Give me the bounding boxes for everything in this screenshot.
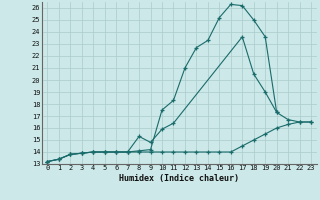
X-axis label: Humidex (Indice chaleur): Humidex (Indice chaleur) <box>119 174 239 183</box>
